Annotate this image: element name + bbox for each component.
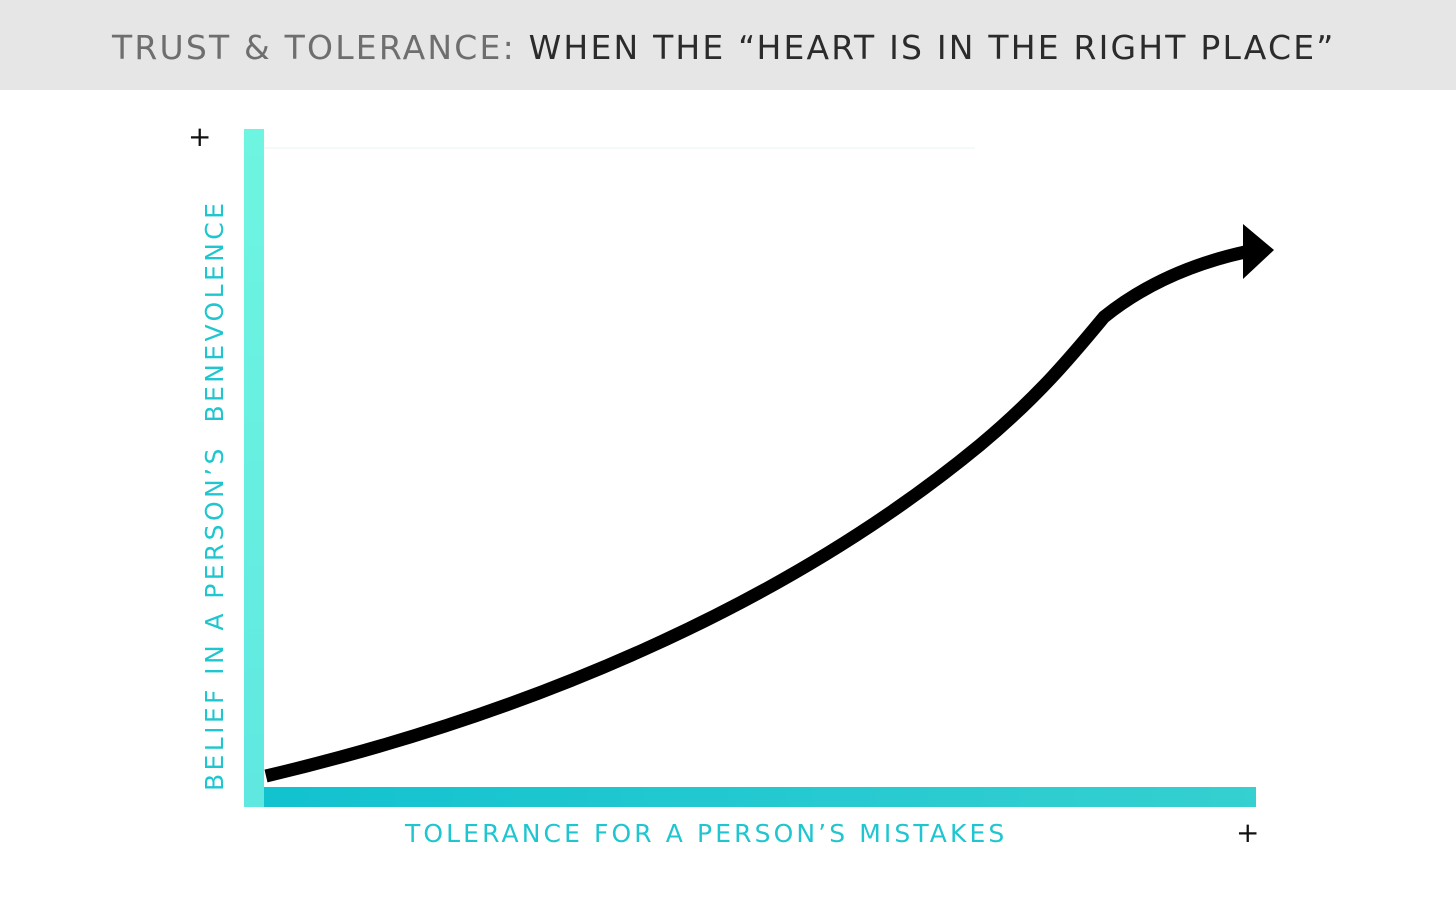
page-title: TRUST & TOLERANCE: WHEN THE “HEART IS IN… [112,28,1336,68]
growth-curve [264,245,1247,783]
x-axis-label: TOLERANCE FOR A PERSON’S MISTAKES [405,819,1008,848]
x-axis-bar [264,787,1256,807]
title-main: WHEN THE “HEART IS IN THE RIGHT PLACE” [528,28,1336,67]
x-axis-plus-marker: + [1236,816,1260,849]
title-prefix: TRUST & TOLERANCE: [112,28,516,67]
y-axis-bar [244,129,264,807]
header-band [0,0,1456,90]
y-axis-plus-marker: + [188,120,212,153]
y-axis-label: BELIEF IN A PERSON’S BENEVOLENCE [200,199,229,791]
curve-arrowhead [1243,224,1274,279]
